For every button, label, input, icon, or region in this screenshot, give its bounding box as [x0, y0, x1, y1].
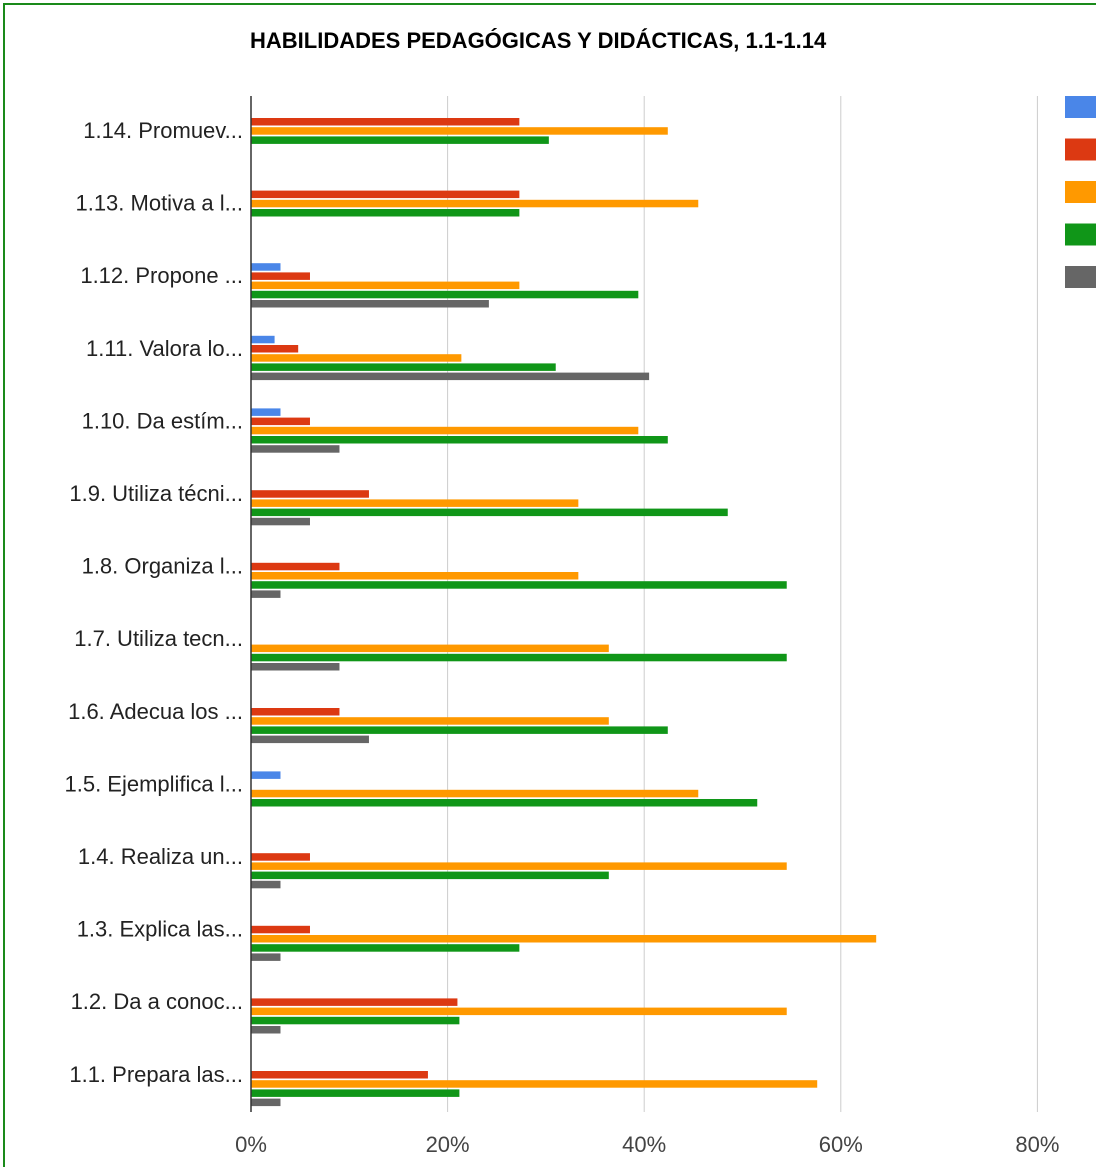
bar [251, 572, 579, 580]
category-label: 1.2. Da a conoc... [71, 989, 243, 1014]
legend-swatch [1065, 96, 1096, 118]
bar [251, 944, 520, 952]
bar [251, 445, 340, 453]
bar [251, 799, 758, 807]
bar [251, 263, 281, 271]
category-label: 1.10. Da estím... [82, 408, 243, 433]
bar [251, 372, 650, 381]
category-label: 1.3. Explica las... [77, 917, 243, 942]
bar [251, 290, 639, 299]
chart-title: HABILIDADES PEDAGÓGICAS Y DIDÁCTICAS, 1.… [250, 28, 827, 53]
bar [251, 717, 609, 725]
category-label: 1.1. Prepara las... [69, 1062, 243, 1087]
bar [251, 1016, 460, 1025]
bar [251, 354, 462, 362]
bar [251, 136, 549, 144]
bar [251, 363, 556, 371]
category-label: 1.12. Propone ... [80, 263, 243, 288]
bar [251, 1098, 281, 1107]
bar [251, 300, 489, 308]
bar [251, 127, 668, 135]
legend-swatch [1065, 266, 1096, 288]
category-label: 1.13. Motiva a l... [75, 191, 243, 216]
bar [251, 644, 609, 653]
bar [251, 935, 877, 943]
bar [251, 789, 699, 798]
bar [251, 590, 281, 598]
category-label: 1.7. Utiliza tecn... [74, 626, 243, 651]
bar [251, 1080, 818, 1088]
bar [251, 408, 281, 416]
bar [251, 581, 787, 589]
category-label: 1.6. Adecua los ... [68, 699, 243, 724]
bar [251, 517, 310, 526]
bar [251, 436, 668, 444]
bar [251, 771, 281, 779]
bar [251, 118, 520, 126]
x-tick-label: 40% [622, 1132, 666, 1157]
bar [251, 1007, 787, 1016]
bar [251, 281, 520, 290]
bar [251, 726, 668, 734]
bar [251, 562, 340, 571]
category-label: 1.5. Ejemplifica l... [64, 771, 243, 796]
x-tick-label: 60% [819, 1132, 863, 1157]
legend-swatch [1065, 223, 1096, 246]
bar [251, 953, 281, 961]
bar [251, 1089, 460, 1097]
bar [251, 499, 579, 507]
bar [251, 1071, 428, 1079]
bar [251, 853, 310, 861]
bar [251, 490, 369, 498]
bar [251, 871, 609, 880]
bar [251, 1026, 281, 1034]
x-tick-label: 0% [235, 1132, 267, 1157]
bar [251, 426, 639, 435]
bar [251, 925, 310, 934]
bar [251, 880, 281, 889]
bar [251, 508, 728, 517]
bar [251, 653, 787, 662]
x-tick-label: 80% [1015, 1132, 1059, 1157]
bar [251, 272, 310, 280]
category-label: 1.11. Valora lo... [86, 336, 243, 361]
legend-swatch [1065, 181, 1096, 203]
bar [251, 199, 699, 208]
bar [251, 345, 299, 353]
legend-swatch [1065, 138, 1096, 161]
x-tick-label: 20% [426, 1132, 470, 1157]
bar [251, 862, 787, 870]
bar [251, 190, 520, 199]
category-label: 1.14. Promuev... [83, 118, 243, 143]
bar [251, 417, 310, 426]
bar [251, 998, 458, 1006]
bar [251, 209, 520, 217]
bar [251, 708, 340, 716]
bar [251, 335, 275, 344]
category-label: 1.8. Organiza l... [82, 554, 243, 579]
bar [251, 735, 369, 744]
category-label: 1.4. Realiza un... [78, 844, 243, 869]
category-label: 1.9. Utiliza técni... [69, 481, 243, 506]
bar [251, 663, 340, 671]
